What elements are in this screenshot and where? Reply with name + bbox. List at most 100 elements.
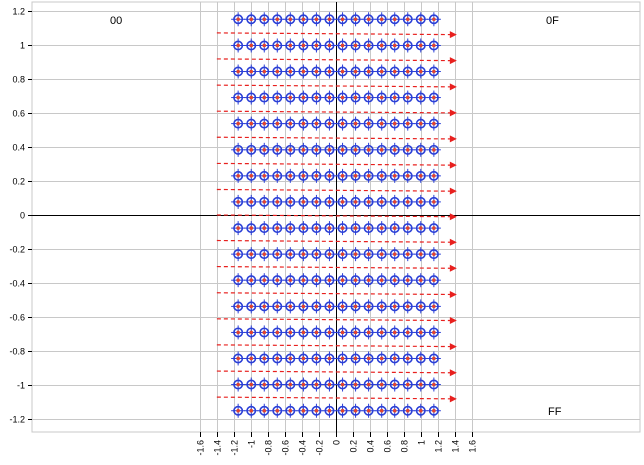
point-ring (415, 66, 426, 77)
constellation-point (374, 351, 389, 366)
constellation-point (231, 64, 246, 79)
point-ring (415, 379, 426, 390)
point-center (366, 17, 371, 22)
point-center (249, 148, 254, 152)
constellation-point (400, 194, 415, 209)
point-ring (233, 92, 244, 103)
scan-arrow-line (216, 32, 451, 36)
point-center (236, 148, 240, 152)
point-ring (363, 14, 374, 25)
constellation-point (309, 64, 324, 79)
point-center (327, 226, 332, 230)
constellation-point (257, 168, 272, 183)
point-ring (246, 170, 257, 181)
point-center (327, 69, 332, 74)
constellation-point (322, 168, 337, 183)
constellation-point (426, 299, 441, 314)
x-tick-label: 0.8 (400, 440, 410, 453)
constellation-point (322, 38, 337, 53)
point-ring (272, 379, 283, 390)
point-ring (428, 353, 439, 364)
point-ring (311, 92, 322, 103)
point-ring (350, 353, 361, 364)
point-ring (233, 66, 244, 77)
point-ring (298, 170, 309, 181)
x-tick-label: 0 (332, 440, 342, 445)
constellation-point (322, 325, 337, 340)
scan-arrow-head (449, 83, 457, 91)
point-ring (259, 379, 270, 390)
constellation-point (400, 116, 415, 131)
point-ring (272, 92, 283, 103)
point-ring (363, 327, 374, 338)
constellation-point (335, 116, 350, 131)
constellation-point (426, 12, 441, 27)
point-center (379, 278, 384, 282)
point-ring (350, 249, 361, 260)
point-center (405, 200, 410, 204)
point-center (340, 69, 345, 74)
constellation-point (400, 221, 415, 236)
point-center (249, 252, 254, 256)
point-ring (428, 170, 439, 181)
constellation-point (270, 116, 285, 131)
point-center (249, 226, 254, 230)
constellation-point (387, 194, 402, 209)
y-tick-label: 0.6 (12, 109, 25, 119)
point-ring (402, 14, 413, 25)
constellation-point (335, 142, 350, 157)
point-center (340, 226, 345, 230)
y-tick-label: -0.2 (9, 245, 25, 255)
point-ring (324, 14, 335, 25)
x-tick-label: -0.6 (281, 440, 291, 456)
point-ring (337, 275, 348, 286)
point-ring (285, 327, 296, 338)
constellation-point (348, 194, 363, 209)
point-center (392, 382, 397, 387)
point-ring (285, 405, 296, 416)
constellation-point (335, 64, 350, 79)
constellation-point (426, 194, 441, 209)
point-center (314, 95, 319, 100)
point-center (262, 43, 267, 48)
point-ring (285, 353, 296, 364)
point-center (288, 356, 293, 361)
constellation-point (296, 377, 311, 392)
constellation-point (231, 90, 246, 105)
point-ring (324, 40, 335, 51)
point-ring (298, 327, 309, 338)
point-center (366, 356, 371, 361)
point-center (340, 148, 345, 152)
constellation-point (426, 273, 441, 288)
constellation-point (361, 351, 376, 366)
point-center (249, 95, 254, 100)
point-center (288, 226, 293, 230)
point-center (249, 356, 254, 361)
constellation-point (270, 142, 285, 157)
point-center (275, 148, 280, 152)
x-tick-label: -1 (247, 440, 257, 448)
point-center (262, 69, 267, 74)
point-ring (337, 353, 348, 364)
point-ring (246, 249, 257, 260)
point-center (379, 148, 384, 152)
point-ring (233, 405, 244, 416)
constellation-point (413, 90, 428, 105)
constellation-point (335, 90, 350, 105)
point-ring (259, 196, 270, 207)
point-center (418, 226, 423, 230)
constellation-point (270, 90, 285, 105)
constellation-point (244, 116, 259, 131)
point-ring (298, 118, 309, 129)
point-ring (324, 92, 335, 103)
point-center (366, 252, 371, 256)
y-tick-label: -1.2 (9, 415, 25, 425)
point-center (275, 252, 280, 256)
scan-arrows (216, 31, 457, 403)
point-center (353, 148, 358, 152)
point-center (288, 95, 293, 100)
point-ring (415, 301, 426, 312)
point-ring (415, 14, 426, 25)
constellation-point (335, 377, 350, 392)
point-ring (259, 405, 270, 416)
